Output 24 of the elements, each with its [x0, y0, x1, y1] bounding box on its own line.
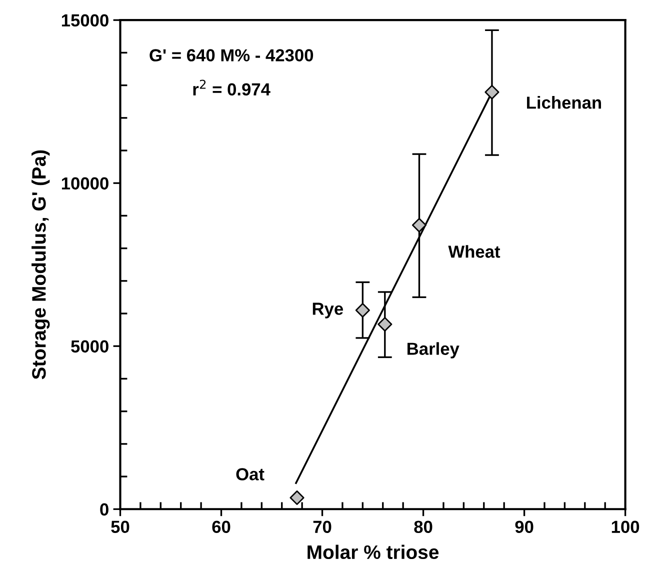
point [412, 218, 427, 232]
x-axis-title: Molar % triose [308, 544, 439, 560]
point [484, 84, 500, 100]
x-tick-label: 90 [515, 520, 534, 533]
point [290, 490, 304, 506]
annotation: G' = 640 M% - 42300 [150, 49, 314, 62]
y-tick-label: 15000 [62, 14, 108, 27]
x-tick-label: 60 [212, 520, 230, 533]
x-tick-label: 80 [414, 520, 432, 533]
y-tick-label: 0 [100, 503, 108, 516]
point [355, 302, 370, 318]
x-tick-label: 100 [612, 520, 640, 533]
x-tick-label: 70 [313, 520, 332, 533]
annotation: Barley [408, 342, 460, 358]
y-tick-label: 10000 [62, 177, 108, 190]
annotation: Oat [236, 468, 264, 480]
y-axis-title: Storage Modulus, G' (Pa) [32, 150, 50, 380]
point [378, 316, 392, 332]
x-tick-label: 50 [111, 520, 130, 533]
annotation: Rye [312, 302, 344, 318]
annotation: r$^{2}$ = 0.974 [193, 80, 270, 96]
annotation: Wheat [448, 245, 500, 258]
annotation: Lichenan [527, 96, 601, 109]
y-tick-label: 5000 [71, 340, 108, 353]
